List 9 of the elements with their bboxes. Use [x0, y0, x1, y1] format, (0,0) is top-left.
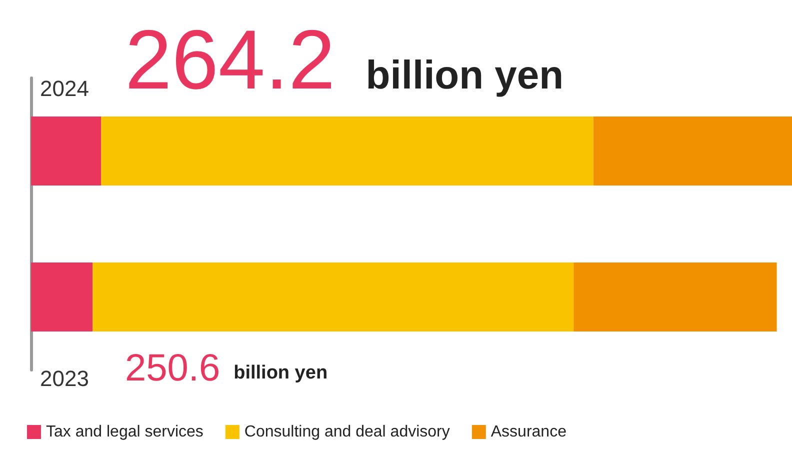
annotation: 264.2 — [125, 12, 336, 106]
y-tick-label: 2023 — [40, 366, 89, 391]
legend-label: Tax and legal services — [46, 424, 204, 440]
y-tick-label: 2024 — [40, 76, 89, 101]
annotation: billion yen — [234, 362, 328, 384]
legend-label: Assurance — [490, 424, 567, 440]
legend-label: Consulting and deal advisory — [244, 424, 450, 440]
annotation: billion yen — [366, 54, 564, 98]
annotation: 250.6 — [125, 348, 220, 390]
